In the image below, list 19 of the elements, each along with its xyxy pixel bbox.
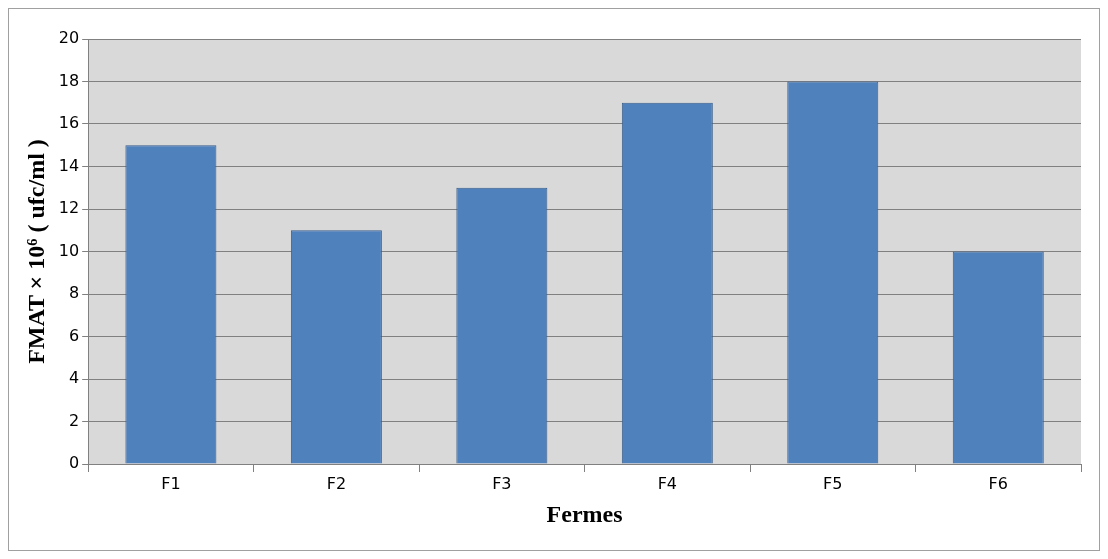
- x-tick-label: F3: [492, 473, 512, 493]
- y-tick-label: 18: [58, 70, 80, 90]
- y-axis-title: FMAT × 10⁶ ( ufc/ml ): [22, 139, 49, 364]
- y-tick-label: 20: [58, 28, 80, 48]
- y-tick-label: 6: [68, 325, 80, 345]
- x-tick-label: F5: [823, 473, 843, 493]
- x-tick-label: F6: [988, 473, 1008, 493]
- y-tick-label: 14: [58, 155, 80, 175]
- y-tick-label: 16: [58, 113, 80, 133]
- x-axis-title: Fermes: [546, 500, 623, 527]
- y-tick-label: 8: [68, 283, 80, 303]
- y-tick-label: 10: [58, 240, 80, 260]
- y-tick-label: 12: [58, 198, 80, 218]
- y-tick-label: 2: [68, 410, 80, 430]
- y-tick-label: 0: [68, 453, 80, 473]
- x-tick-label: F1: [161, 473, 181, 493]
- x-tick-label: F2: [326, 473, 347, 493]
- y-tick-label: 4: [68, 368, 80, 388]
- x-tick-label: F4: [657, 473, 678, 493]
